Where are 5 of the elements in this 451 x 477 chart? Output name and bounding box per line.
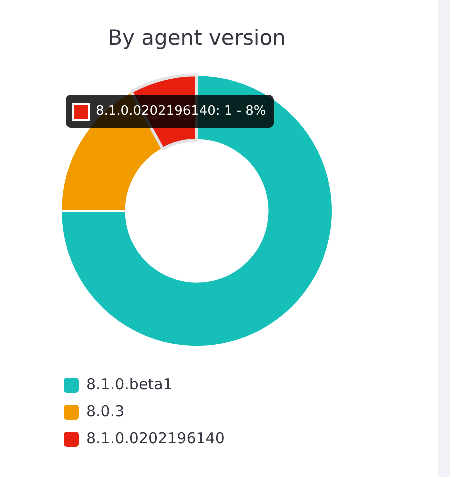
legend-label: 8.1.0.beta1 xyxy=(86,375,173,394)
chart-title: By agent version xyxy=(108,26,286,50)
text: 8.1.0.0202196140: 1 - 8% xyxy=(96,104,266,119)
legend-label: 8.0.3 xyxy=(86,402,125,420)
legend-label: 8.1.0.0202196140 xyxy=(86,429,225,448)
